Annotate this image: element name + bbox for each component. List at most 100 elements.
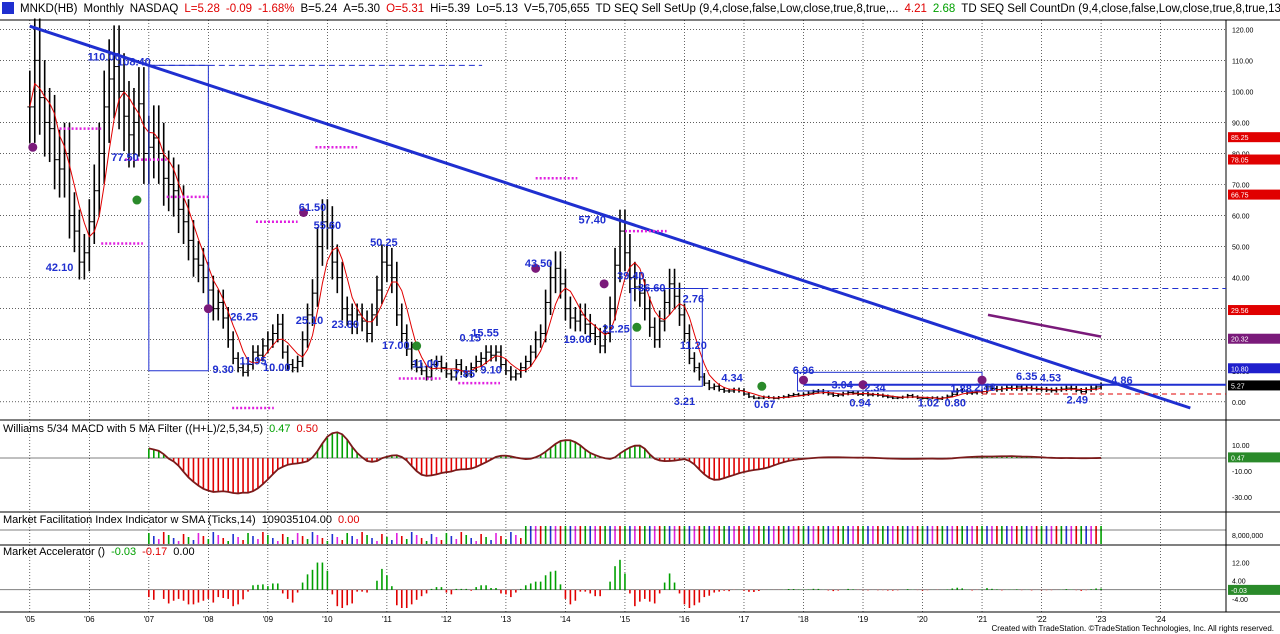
purple-dot	[599, 279, 609, 289]
mfi-title: Market Facilitation Index Indicator w SM…	[3, 514, 256, 526]
price-label: 1.88	[950, 383, 971, 395]
acc-tick-label: 12.00	[1232, 561, 1250, 568]
macd-panel: 10.00 -10.00 -30.00 0.47	[0, 431, 1280, 502]
year-tick-label: '20	[917, 615, 928, 624]
price-label: 26.25	[230, 311, 258, 323]
price-label: 10.00	[263, 362, 291, 374]
year-tick-label: '05	[25, 615, 36, 624]
price-badge	[1228, 363, 1280, 374]
price-badge-label: 85.25	[1231, 135, 1249, 142]
year-tick-label: '09	[263, 615, 274, 624]
year-tick-label: '18	[798, 615, 809, 624]
price-label: 11.00	[412, 359, 439, 371]
price-label: 108.40	[117, 56, 151, 68]
price-label: 4.34	[721, 373, 743, 385]
price-badge	[1228, 380, 1280, 391]
year-tick-label: '24	[1155, 615, 1166, 624]
purple-dot	[531, 263, 541, 273]
price-label: 23.80	[331, 319, 359, 331]
open-price: O=5.31	[386, 3, 425, 15]
bid-price: B=5.24	[300, 3, 338, 15]
symbol: MNKD(HB)	[20, 3, 78, 15]
price-label: 0.94	[849, 397, 871, 409]
price-label: 17.00	[382, 340, 410, 352]
price-label: 9.30	[213, 364, 234, 376]
price-label: 42.10	[46, 262, 74, 274]
year-tick-label: '06	[84, 615, 95, 624]
purple-trend-segment	[987, 313, 1102, 338]
acc-tick-label: -4.00	[1232, 597, 1248, 604]
price-badge-label: 66.75	[1231, 193, 1249, 200]
price-label: 9.10	[480, 365, 501, 377]
price-tick-label: 90.00	[1232, 120, 1250, 127]
price-label: 2.76	[683, 293, 704, 305]
price-label: 55.60	[314, 220, 342, 232]
macd-value1: 0.47	[269, 423, 291, 435]
price-label: 6.96	[793, 365, 814, 377]
green-dot	[132, 195, 142, 205]
purple-dot	[28, 142, 38, 152]
year-tick-label: '13	[501, 615, 512, 624]
price-label: 0.80	[945, 397, 966, 409]
study-countdn-title: TD SEQ Sell CountDn (9,4,close,false,Low…	[961, 3, 1280, 15]
year-tick-label: '16	[679, 615, 690, 624]
price-label: 39.40	[617, 270, 645, 282]
price-label: 3.04	[831, 379, 853, 391]
price-label: 15.55	[471, 328, 499, 340]
macd-badge-label: 0.47	[1231, 455, 1245, 462]
price-label: 36.60	[638, 282, 666, 294]
year-tick-label: '12	[441, 615, 452, 624]
mfi-value1: 109035104.00	[261, 514, 333, 526]
year-tick-label: '22	[1036, 615, 1047, 624]
price-tick-label: 120.00	[1232, 27, 1254, 34]
price-label: 110.00	[88, 51, 121, 63]
macd-value2: 0.50	[296, 423, 318, 435]
year-tick-label: '21	[977, 615, 988, 624]
price-label: 2.34	[864, 383, 886, 395]
study-setup-title: TD SEQ Sell SetUp (9,4,close,false,Low,c…	[595, 3, 899, 15]
long-term-trendline	[29, 24, 1191, 410]
purple-dot	[858, 380, 868, 390]
price-label: 0.15	[460, 332, 481, 344]
price-badge	[1228, 189, 1280, 200]
macd-tick-label: -30.00	[1232, 495, 1252, 502]
year-tick-label: '08	[203, 615, 214, 624]
sequential-box	[630, 287, 703, 387]
time-axis: '05 '06 '07 '08 '09 '10 '11 '12 '13 '14 '15 '16 '17 '…	[25, 615, 1167, 624]
price-badge-label: 29.56	[1231, 308, 1249, 315]
year-tick-label: '14	[560, 615, 571, 624]
green-dot	[412, 341, 422, 351]
price-tick-label: 70.00	[1232, 183, 1250, 190]
macd-panel-label: Williams 5/34 MACD with 5 MA Filter ((H+…	[3, 423, 318, 435]
macd-badge	[1228, 452, 1280, 463]
pct-change: -1.68%	[258, 3, 295, 15]
purple-dot	[299, 207, 309, 217]
price-badge	[1228, 132, 1280, 143]
price-label: 22.25	[602, 324, 630, 336]
year-tick-label: '07	[144, 615, 155, 624]
acc-panel-label: Market Accelerator () -0.03 -0.17 0.00	[3, 546, 195, 558]
panel-separators	[0, 19, 1280, 613]
price-badge-label: 78.05	[1231, 158, 1249, 165]
interval: Monthly	[83, 3, 124, 15]
year-tick-label: '19	[858, 615, 869, 624]
mfi-tick-label: 8,000,000	[1232, 533, 1263, 540]
year-tick-label: '23	[1096, 615, 1107, 624]
net-change: -0.09	[225, 3, 253, 15]
accelerator-panel: 12.00 4.00 -4.00 -0.03	[0, 559, 1280, 608]
mfi-panel-label: Market Facilitation Index Indicator w SM…	[3, 514, 359, 526]
year-tick-label: '17	[739, 615, 750, 624]
overlays	[28, 24, 1226, 410]
price-label: 2.49	[1067, 394, 1088, 406]
price-tick-label: 50.00	[1232, 245, 1250, 252]
price-tick-label: 40.00	[1232, 276, 1250, 283]
macd-title: Williams 5/34 MACD with 5 MA Filter ((H+…	[3, 423, 264, 435]
chart-title-bar: MNKD(HB) Monthly NASDAQ L=5.28 -0.09 -1.68% B=…	[0, 0, 1280, 18]
price-label: 25.10	[296, 315, 324, 327]
moving-average-line	[29, 82, 1102, 399]
price-badge-label: 10.80	[1231, 366, 1249, 373]
price-label: 0.67	[754, 399, 775, 411]
acc-badge	[1228, 584, 1280, 595]
